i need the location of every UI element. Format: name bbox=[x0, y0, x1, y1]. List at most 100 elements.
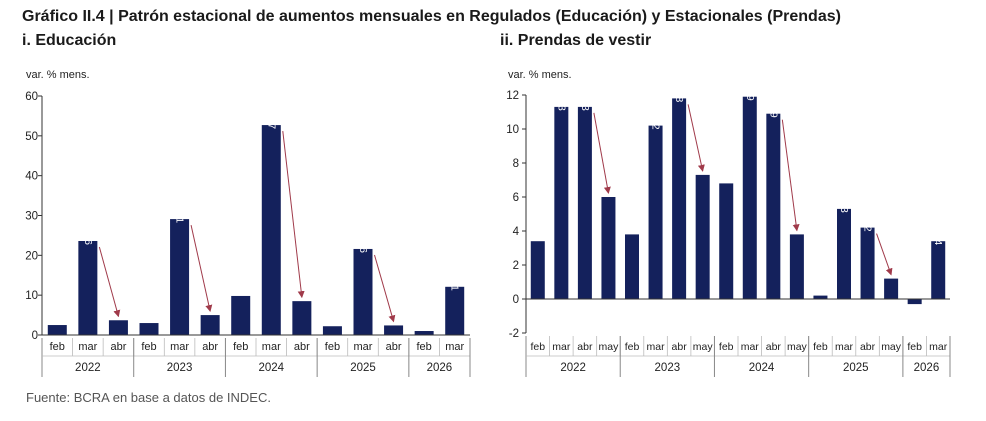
panel-title-educacion: i. Educación bbox=[22, 32, 117, 49]
x-tick-label: abr bbox=[860, 341, 876, 353]
y-tick-label: 6 bbox=[513, 192, 519, 204]
x-tick-label: feb bbox=[719, 341, 734, 353]
bar bbox=[78, 240, 98, 335]
chart-title: Gráfico II.4 | Patrón estacional de aume… bbox=[22, 8, 841, 25]
y-tick-label: 50 bbox=[25, 131, 38, 143]
x-tick-label: mar bbox=[741, 341, 760, 353]
x-tick-label: abr bbox=[577, 341, 593, 353]
year-label: 2022 bbox=[75, 362, 101, 374]
data-label: 11,9 bbox=[744, 81, 756, 101]
year-label: 2024 bbox=[258, 362, 284, 374]
year-label: 2026 bbox=[427, 362, 453, 374]
trend-arrow bbox=[687, 104, 705, 172]
x-tick-label: may bbox=[787, 341, 808, 353]
bar bbox=[672, 98, 687, 300]
bar bbox=[931, 241, 946, 299]
bar bbox=[860, 227, 875, 299]
x-tick-label: mar bbox=[647, 341, 666, 353]
bar bbox=[170, 219, 190, 335]
data-label: 5,3 bbox=[838, 198, 850, 213]
x-tick-label: feb bbox=[325, 341, 340, 353]
bar bbox=[837, 208, 851, 299]
trend-arrow bbox=[593, 112, 611, 194]
bar bbox=[292, 301, 312, 335]
bar bbox=[261, 125, 281, 335]
y-tick-label: 30 bbox=[25, 211, 38, 223]
bar bbox=[108, 320, 128, 335]
x-tick-label: mar bbox=[170, 341, 189, 353]
x-tick-label: feb bbox=[530, 341, 545, 353]
y-tick-label: 10 bbox=[506, 124, 519, 136]
bar bbox=[322, 326, 342, 335]
x-tick-label: feb bbox=[813, 341, 828, 353]
x-tick-label: feb bbox=[141, 341, 156, 353]
bar bbox=[884, 278, 899, 299]
bar bbox=[47, 325, 67, 335]
data-label: 21,6 bbox=[357, 233, 369, 254]
year-label: 2026 bbox=[914, 362, 940, 374]
y-tick-label: 12 bbox=[506, 90, 519, 102]
trend-arrow bbox=[374, 254, 396, 323]
bar bbox=[139, 323, 159, 335]
data-label: 11,3 bbox=[579, 91, 591, 111]
year-label: 2024 bbox=[749, 362, 775, 374]
data-label: 11,8 bbox=[673, 83, 685, 103]
trend-arrow bbox=[876, 233, 893, 276]
y-axis-label: var. % mens. bbox=[508, 69, 572, 81]
bar bbox=[554, 106, 569, 300]
bar bbox=[530, 241, 545, 299]
x-tick-label: abr bbox=[202, 341, 218, 353]
y-tick-label: -2 bbox=[509, 328, 519, 340]
chart-educacion: var. % mens. 0 10 20 30 40 50 60 23,6 29,1 52,7 21,… bbox=[25, 69, 471, 377]
x-tick-label: feb bbox=[50, 341, 65, 353]
trend-arrow bbox=[282, 131, 305, 299]
y-tick-label: 60 bbox=[25, 91, 38, 103]
y-tick-label: 2 bbox=[513, 260, 519, 272]
x-tick-label: may bbox=[693, 341, 714, 353]
x-tick-label: mar bbox=[929, 341, 948, 353]
y-tick-label: 10 bbox=[25, 290, 38, 302]
data-label: 4,2 bbox=[862, 217, 874, 232]
x-tick-label: mar bbox=[552, 341, 571, 353]
year-label: 2023 bbox=[655, 362, 681, 374]
bar bbox=[695, 174, 710, 299]
bar bbox=[789, 234, 804, 299]
x-tick-label: abr bbox=[110, 341, 126, 353]
data-label: 11,3 bbox=[555, 91, 567, 111]
bar bbox=[445, 286, 465, 335]
x-tick-label: feb bbox=[625, 341, 640, 353]
y-tick-label: 4 bbox=[513, 226, 520, 238]
bar bbox=[353, 248, 373, 335]
data-label: 23,6 bbox=[82, 225, 94, 246]
x-tick-label: may bbox=[599, 341, 620, 353]
bar bbox=[766, 113, 781, 299]
x-tick-label: feb bbox=[233, 341, 248, 353]
trend-arrow bbox=[781, 119, 800, 232]
year-label: 2022 bbox=[560, 362, 586, 374]
bar bbox=[813, 295, 828, 299]
bar bbox=[601, 197, 616, 299]
x-tick-label: abr bbox=[294, 341, 310, 353]
y-axis-label: var. % mens. bbox=[26, 69, 90, 81]
x-tick-label: feb bbox=[416, 341, 431, 353]
bar bbox=[384, 325, 404, 335]
trend-arrow bbox=[190, 224, 213, 313]
bar bbox=[577, 106, 592, 300]
bar bbox=[231, 295, 251, 335]
y-tick-label: 8 bbox=[513, 158, 519, 170]
data-label: 3,4 bbox=[932, 231, 944, 246]
x-tick-label: mar bbox=[354, 341, 373, 353]
y-tick-label: 0 bbox=[513, 294, 519, 306]
y-tick-label: 20 bbox=[25, 250, 38, 262]
x-tick-label: abr bbox=[386, 341, 402, 353]
bar bbox=[625, 234, 639, 299]
bar bbox=[648, 125, 663, 299]
x-tick-label: may bbox=[881, 341, 902, 353]
data-label: 10,9 bbox=[767, 97, 779, 118]
data-label: 52,7 bbox=[265, 109, 277, 130]
panel-title-prendas: ii. Prendas de vestir bbox=[500, 32, 652, 49]
bar bbox=[719, 183, 734, 299]
year-label: 2025 bbox=[350, 362, 376, 374]
x-tick-label: abr bbox=[766, 341, 782, 353]
